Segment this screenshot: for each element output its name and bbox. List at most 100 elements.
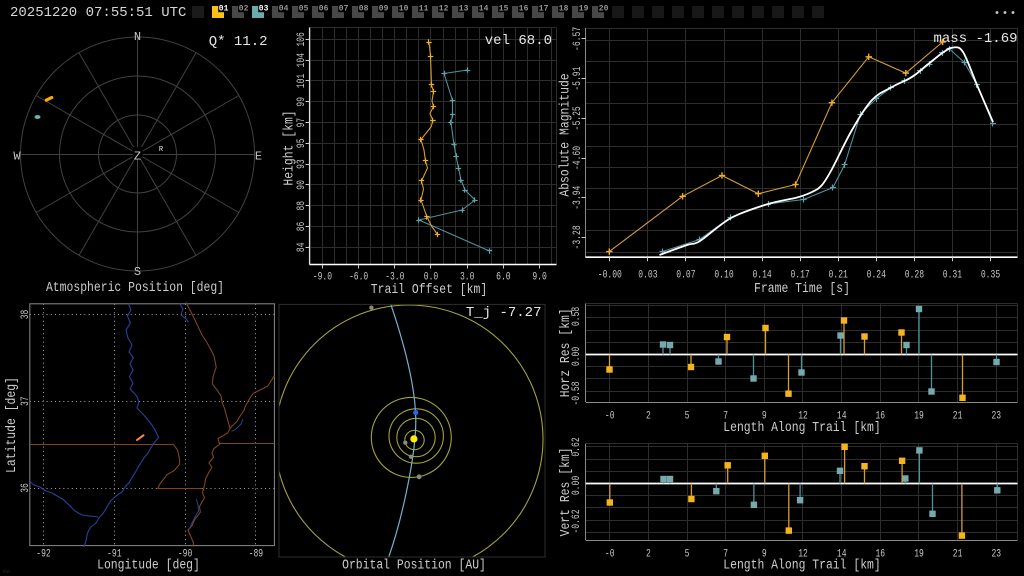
svg-text:0.28: 0.28 <box>905 270 924 282</box>
svg-text:106: 106 <box>296 32 308 47</box>
svg-text:W: W <box>13 149 21 163</box>
svg-text:3.0: 3.0 <box>460 272 475 284</box>
svg-text:-0.58: -0.58 <box>571 381 583 405</box>
svg-text:0.00: 0.00 <box>571 476 583 495</box>
svg-text:84: 84 <box>296 242 308 252</box>
svg-text:0.35: 0.35 <box>981 270 1000 282</box>
svg-text:37: 37 <box>20 396 32 406</box>
svg-text:14: 14 <box>837 549 847 561</box>
svg-text:-9.0: -9.0 <box>313 272 332 284</box>
svg-text:21: 21 <box>953 549 963 561</box>
svg-text:-4.60: -4.60 <box>572 146 584 170</box>
svg-text:7: 7 <box>723 549 728 561</box>
svg-text:36: 36 <box>20 483 32 493</box>
svg-text:mw: mw <box>3 568 11 575</box>
svg-text:5: 5 <box>685 549 690 561</box>
svg-text:09: 09 <box>379 5 389 14</box>
svg-text:-6.57: -6.57 <box>572 27 584 51</box>
svg-text:03: 03 <box>259 5 269 14</box>
svg-text:08: 08 <box>359 5 369 14</box>
svg-text:-3.94: -3.94 <box>572 185 584 209</box>
svg-text:0.03: 0.03 <box>638 270 657 282</box>
svg-text:Height [km]: Height [km] <box>283 110 298 185</box>
svg-text:-0: -0 <box>605 549 615 561</box>
svg-text:02: 02 <box>239 5 249 14</box>
svg-text:21: 21 <box>953 411 963 423</box>
svg-text:14: 14 <box>837 411 847 423</box>
svg-text:17: 17 <box>539 5 549 14</box>
svg-text:Trail Offset [km]: Trail Offset [km] <box>371 283 487 298</box>
svg-text:Latitude [deg]: Latitude [deg] <box>5 377 20 473</box>
svg-text:01: 01 <box>219 5 229 14</box>
svg-text:Horz Res [km]: Horz Res [km] <box>559 308 574 397</box>
svg-text:06: 06 <box>319 5 329 14</box>
svg-text:0.62: 0.62 <box>571 437 583 456</box>
svg-text:05: 05 <box>299 5 309 14</box>
svg-text:Q* 11.2: Q* 11.2 <box>209 34 268 50</box>
svg-text:16: 16 <box>519 5 529 14</box>
svg-text:T_j -7.27: T_j -7.27 <box>466 305 542 321</box>
svg-text:6.0: 6.0 <box>496 272 511 284</box>
svg-text:Longitude [deg]: Longitude [deg] <box>97 559 200 574</box>
svg-text:0.31: 0.31 <box>943 270 963 282</box>
svg-text:0.24: 0.24 <box>867 270 887 282</box>
svg-text:-90: -90 <box>178 549 193 561</box>
svg-text:-5.25: -5.25 <box>572 106 584 130</box>
svg-text:0.17: 0.17 <box>790 270 809 282</box>
svg-text:23: 23 <box>992 549 1002 561</box>
svg-text:-91: -91 <box>107 549 122 561</box>
svg-text:0.14: 0.14 <box>752 270 772 282</box>
svg-text:04: 04 <box>279 5 289 14</box>
svg-text:90: 90 <box>296 180 308 190</box>
svg-text:-0.62: -0.62 <box>571 509 583 533</box>
svg-text:12: 12 <box>798 411 808 423</box>
svg-text:93: 93 <box>296 159 308 169</box>
svg-text:99: 99 <box>296 97 308 107</box>
svg-text:101: 101 <box>296 73 308 88</box>
svg-text:16: 16 <box>876 411 886 423</box>
svg-text:Length Along Trail [km]: Length Along Trail [km] <box>723 421 881 436</box>
svg-text:0.00: 0.00 <box>571 347 583 366</box>
svg-text:14: 14 <box>479 5 489 14</box>
svg-text:N: N <box>134 30 141 44</box>
svg-text:19: 19 <box>914 549 924 561</box>
svg-text:19: 19 <box>914 411 924 423</box>
svg-text:07: 07 <box>339 5 349 14</box>
svg-text:-0: -0 <box>605 411 615 423</box>
svg-text:S: S <box>134 265 141 279</box>
svg-text:vel 68.0: vel 68.0 <box>485 33 552 49</box>
svg-text:0.10: 0.10 <box>714 270 733 282</box>
svg-text:Frame Time [s]: Frame Time [s] <box>754 282 850 297</box>
svg-text:-0.00: -0.00 <box>598 270 622 282</box>
svg-text:10: 10 <box>399 5 409 14</box>
svg-text:0.0: 0.0 <box>424 272 439 284</box>
svg-text:19: 19 <box>579 5 589 14</box>
svg-text:9: 9 <box>762 411 767 423</box>
svg-text:0.07: 0.07 <box>676 270 695 282</box>
svg-text:11: 11 <box>419 5 429 14</box>
svg-text:12: 12 <box>439 5 449 14</box>
svg-text:-5.91: -5.91 <box>572 66 584 90</box>
svg-text:95: 95 <box>296 138 308 148</box>
svg-text:0.58: 0.58 <box>571 307 583 326</box>
svg-text:86: 86 <box>296 222 308 232</box>
svg-text:97: 97 <box>296 118 308 128</box>
svg-text:Vert Res [km]: Vert Res [km] <box>559 447 574 536</box>
svg-text:-3.0: -3.0 <box>385 272 404 284</box>
svg-text:Z: Z <box>134 149 141 163</box>
svg-text:15: 15 <box>499 5 509 14</box>
svg-text:9: 9 <box>762 549 767 561</box>
svg-text:0.21: 0.21 <box>829 270 849 282</box>
svg-text:Orbital Position [AU]: Orbital Position [AU] <box>342 559 486 574</box>
svg-text:20: 20 <box>599 5 609 14</box>
svg-text:9.0: 9.0 <box>532 272 547 284</box>
svg-text:R: R <box>159 146 164 154</box>
svg-text:38: 38 <box>20 310 32 320</box>
svg-text:E: E <box>255 149 262 163</box>
svg-text:Absolute Magnitude: Absolute Magnitude <box>559 73 574 196</box>
svg-text:2: 2 <box>646 411 651 423</box>
svg-text:23: 23 <box>992 411 1002 423</box>
svg-text:13: 13 <box>459 5 469 14</box>
svg-text:-89: -89 <box>249 549 264 561</box>
svg-text:16: 16 <box>876 549 886 561</box>
